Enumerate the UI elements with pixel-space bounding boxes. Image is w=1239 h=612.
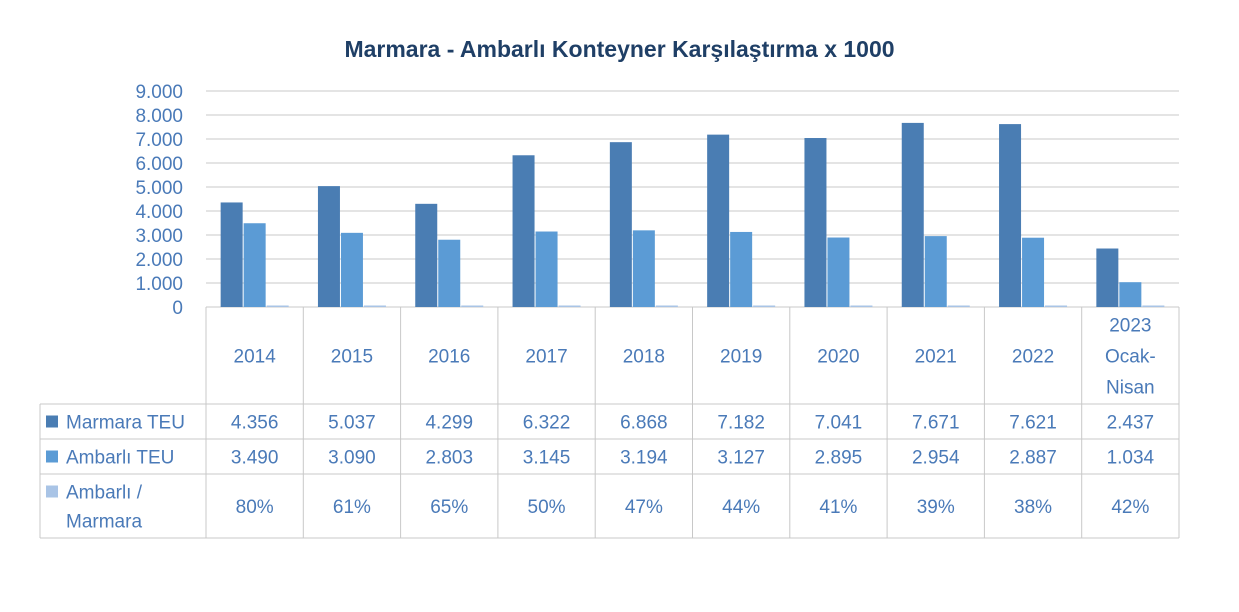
x-category-label: 2020 xyxy=(817,347,859,368)
data-table-cell: 3.194 xyxy=(620,448,668,469)
data-table-cell: 50% xyxy=(528,497,566,518)
legend-label: Ambarlı TEU xyxy=(66,448,174,469)
bar-marmara-teu xyxy=(220,202,243,307)
bar-ambarlı-teu xyxy=(535,231,558,307)
data-table-cell: 6.322 xyxy=(523,413,571,434)
data-table-cell: 6.868 xyxy=(620,413,668,434)
data-table-cell: 2.803 xyxy=(425,448,473,469)
bar-ambarlı-teu xyxy=(730,231,753,307)
bar-ambarlı-teu xyxy=(1119,282,1142,307)
x-category-label: 2015 xyxy=(331,347,373,368)
data-table-cell: 4.299 xyxy=(425,413,473,434)
y-tick-label: 5.000 xyxy=(135,178,183,199)
bar-ambarlı-teu xyxy=(1022,237,1045,307)
data-table-cell: 3.145 xyxy=(523,448,571,469)
x-category-label: Ocak- xyxy=(1105,347,1156,368)
bar-marmara-teu xyxy=(415,203,438,307)
bar-ambarlı-marmara xyxy=(753,305,776,307)
y-tick-label: 3.000 xyxy=(135,226,183,247)
data-table-cell: 1.034 xyxy=(1107,448,1155,469)
bar-ambarlı-marmara xyxy=(461,305,484,307)
data-table-cell: 47% xyxy=(625,497,663,518)
bar-ambarlı-marmara xyxy=(947,305,970,307)
x-category-label: 2017 xyxy=(525,347,567,368)
data-table-cell: 42% xyxy=(1111,497,1149,518)
data-table-cell: 2.954 xyxy=(912,448,960,469)
bar-marmara-teu xyxy=(901,122,924,307)
x-category-label: Nisan xyxy=(1106,378,1155,399)
y-tick-label: 8.000 xyxy=(135,106,183,127)
y-tick-label: 0 xyxy=(172,298,183,319)
bar-marmara-teu xyxy=(999,124,1022,307)
x-category-label: 2014 xyxy=(234,347,277,368)
bar-ambarlı-marmara xyxy=(558,305,581,307)
bar-ambarlı-teu xyxy=(243,223,266,307)
bar-ambarlı-teu xyxy=(438,239,461,307)
data-table-cell: 65% xyxy=(430,497,468,518)
bar-ambarlı-marmara xyxy=(266,305,289,307)
legend-swatch xyxy=(46,415,58,428)
bar-ambarlı-teu xyxy=(632,230,655,307)
y-tick-label: 4.000 xyxy=(135,202,183,223)
data-table-cell: 39% xyxy=(917,497,955,518)
data-table-cell: 5.037 xyxy=(328,413,376,434)
data-table-cell: 41% xyxy=(819,497,857,518)
bar-ambarlı-marmara xyxy=(850,305,873,307)
bar-marmara-teu xyxy=(707,134,730,307)
y-tick-label: 1.000 xyxy=(135,274,183,295)
bar-ambarlı-teu xyxy=(827,237,850,307)
chart-title: Marmara - Ambarlı Konteyner Karşılaştırm… xyxy=(344,36,895,62)
x-category-label: 2019 xyxy=(720,347,762,368)
x-category-label: 2022 xyxy=(1012,347,1054,368)
y-axis: 0 1.000 2.000 3.000 4.000 5.000 6.000 7.000 8.00… xyxy=(135,82,183,319)
bar-ambarlı-marmara xyxy=(1142,305,1165,307)
bar-ambarlı-marmara xyxy=(363,305,386,307)
data-table-cell: 3.490 xyxy=(231,448,279,469)
data-table-cell: 2.895 xyxy=(815,448,863,469)
bar-ambarlı-marmara xyxy=(1045,305,1068,307)
legend-label: Marmara TEU xyxy=(66,413,185,434)
data-table-cell: 7.041 xyxy=(815,413,863,434)
y-tick-label: 9.000 xyxy=(135,82,183,103)
bar-ambarlı-marmara xyxy=(655,305,678,307)
legend-label: Ambarlı / xyxy=(66,483,143,504)
legend-label: Marmara xyxy=(66,512,142,533)
bar-marmara-teu xyxy=(609,142,632,307)
x-category-label: 2016 xyxy=(428,347,470,368)
data-table-cell: 38% xyxy=(1014,497,1052,518)
data-table-cell: 3.127 xyxy=(717,448,765,469)
data-table-cell: 2.437 xyxy=(1107,413,1155,434)
data-table-cell: 61% xyxy=(333,497,371,518)
data-table-cell: 44% xyxy=(722,497,760,518)
bar-marmara-teu xyxy=(512,155,535,307)
data-table-cell: 7.621 xyxy=(1009,413,1057,434)
y-tick-label: 7.000 xyxy=(135,130,183,151)
bar-marmara-teu xyxy=(317,186,340,307)
x-category-label: 2023 xyxy=(1109,316,1151,337)
data-table-cell: 7.671 xyxy=(912,413,960,434)
data-table-cell: 4.356 xyxy=(231,413,279,434)
data-table-cell: 80% xyxy=(236,497,274,518)
data-table-cell: 3.090 xyxy=(328,448,376,469)
x-category-label: 2018 xyxy=(623,347,665,368)
y-tick-label: 2.000 xyxy=(135,250,183,271)
data-table: 2014 2015 2016 2017 2018 2019 2020 2021 2022 2023… xyxy=(39,307,1180,539)
bars xyxy=(220,122,1165,307)
y-tick-label: 6.000 xyxy=(135,154,183,175)
legend-swatch xyxy=(46,485,58,498)
bar-marmara-teu xyxy=(1096,248,1119,307)
bar-marmara-teu xyxy=(804,138,827,307)
x-category-label: 2021 xyxy=(915,347,957,368)
bar-ambarlı-teu xyxy=(340,232,363,307)
bar-ambarlı-teu xyxy=(924,236,947,307)
data-table-cell: 2.887 xyxy=(1009,448,1057,469)
legend-swatch xyxy=(46,450,58,463)
data-table-cell: 7.182 xyxy=(717,413,765,434)
